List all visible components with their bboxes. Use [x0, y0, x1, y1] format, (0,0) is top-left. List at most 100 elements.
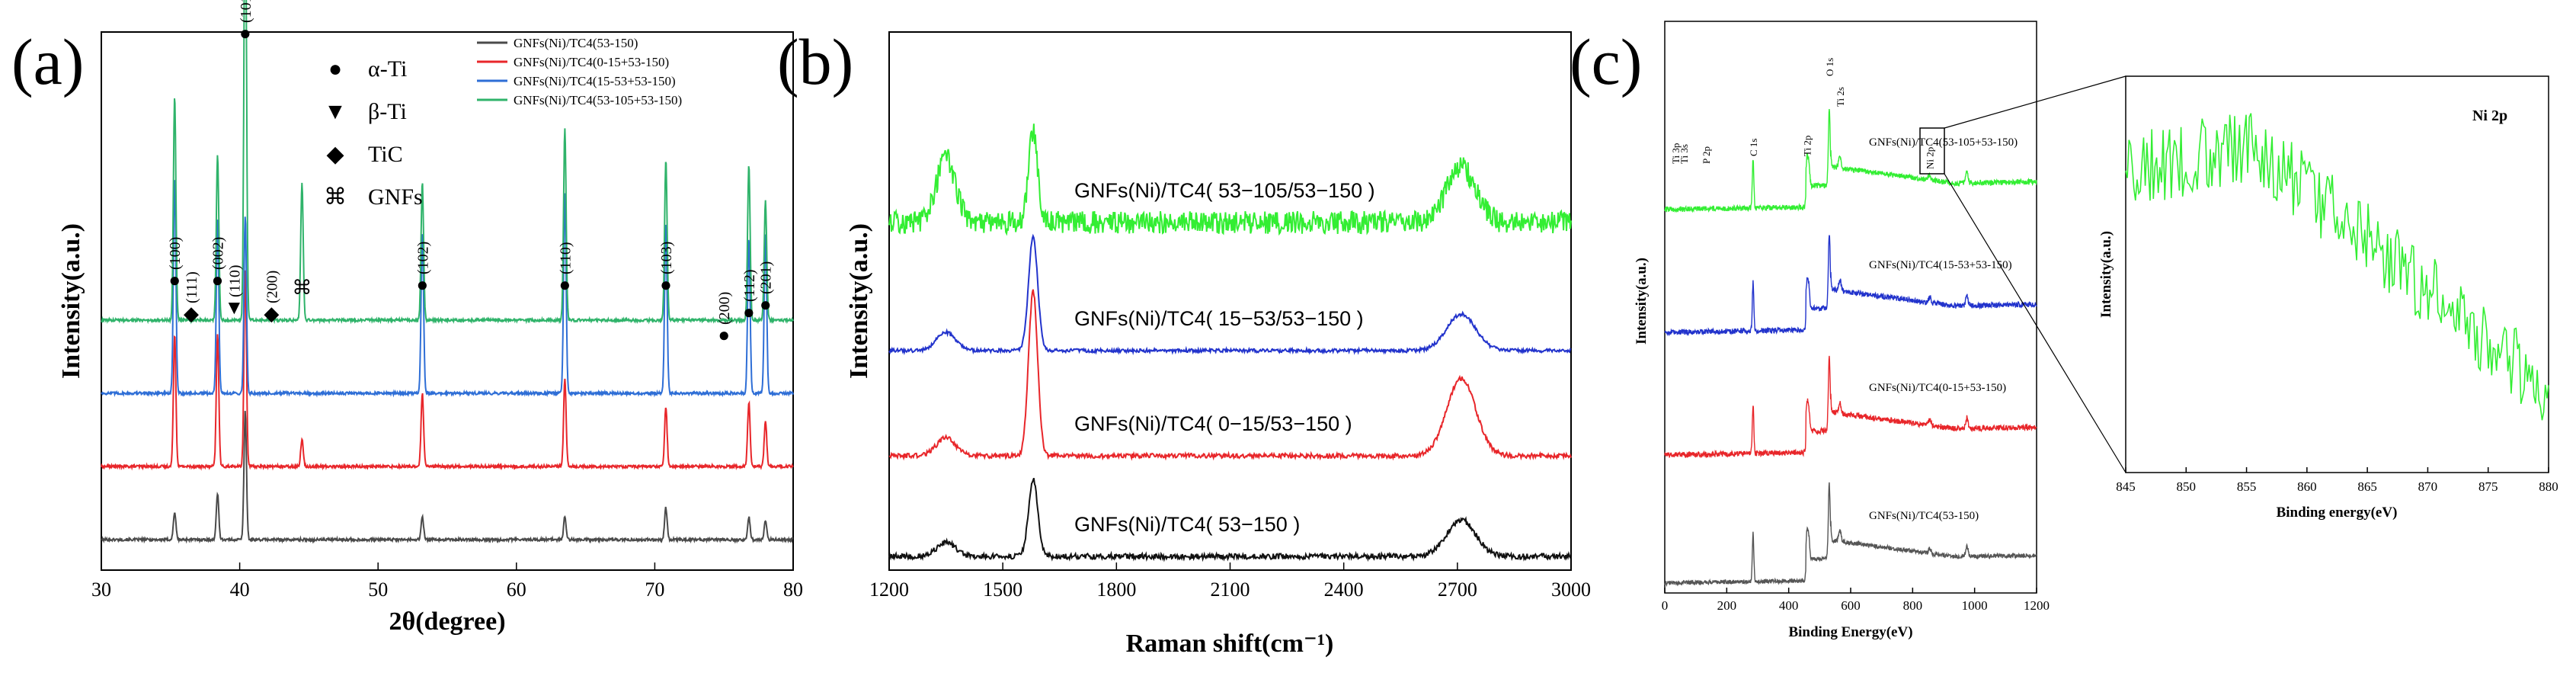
panel-a-tick-label-40: 40 [230, 578, 250, 601]
alpha-ti-marker-3: ● [212, 269, 224, 291]
panel-b-tick-label-2400: 2400 [1324, 578, 1364, 601]
panel-c-tick-label-600: 600 [1841, 598, 1861, 613]
phase-legend-symbol-1: ● [328, 56, 342, 82]
sample-legend-label-1: GNFs(Ni)/TC4(53-150) [514, 36, 638, 50]
zoom-connector-bottom [1944, 173, 2126, 473]
alpha-ti-marker-10: ● [660, 274, 672, 296]
raman-line-4 [888, 123, 1572, 236]
panel-a-x-ticks: 30 40 50 60 70 80 [91, 562, 803, 601]
panel-c-letter: (c) [1570, 25, 1642, 98]
ni2p-inset-tick-label-870: 870 [2418, 479, 2438, 494]
panel-a-tick-label-30: 30 [91, 578, 111, 601]
panel-b-letter: (b) [777, 25, 853, 98]
peak-hkl-label-4: (110) [226, 264, 243, 297]
panel-a-x-title: 2θ(degree) [389, 607, 505, 636]
ni2p-inset-tick-label-865: 865 [2357, 479, 2377, 494]
alpha-ti-marker-5: ● [239, 22, 251, 44]
gnfs-marker-7: ⌘ [292, 277, 312, 299]
xps-series-label-4: GNFs(Ni)/TC4(53-105+53-150) [1869, 136, 2018, 149]
peak-hkl-label-13: (201) [758, 261, 775, 294]
tic-marker-6: ◆ [264, 303, 279, 325]
alpha-ti-marker-12: ● [743, 301, 755, 323]
ni2p-inset-tick-label-850: 850 [2177, 479, 2197, 494]
peak-hkl-label-6: (200) [264, 271, 280, 303]
beta-ti-marker-4: ▼ [224, 296, 244, 319]
peak-hkl-label-10: (103) [658, 242, 675, 274]
panel-c-tick-label-800: 800 [1903, 598, 1923, 613]
panel-b-tick-label-1200: 1200 [869, 578, 909, 601]
xrd-line-1 [101, 411, 794, 544]
alpha-ti-marker-9: ● [559, 274, 571, 296]
panel-c-x-title: Binding Energy(eV) [1788, 624, 1912, 640]
ni2p-inset-x-ticks: 845 850 855 860 865 870 875 880 [2116, 467, 2558, 494]
sample-legend-label-2: GNFs(Ni)/TC4(0-15+53-150) [514, 55, 669, 69]
xps-peak-label-3: P 2p [1701, 146, 1712, 164]
panel-a-tick-label-70: 70 [645, 578, 664, 601]
xps-line-3 [1664, 235, 2037, 337]
zoom-connector-top [1944, 75, 2126, 129]
ni2p-zoom-box [1919, 127, 1945, 175]
peak-hkl-label-9: (110) [557, 242, 574, 274]
panel-b-x-ticks: 1200 1500 1800 2100 2400 2700 3000 [869, 562, 1591, 601]
peak-hkl-label-12: (112) [741, 269, 758, 302]
peak-hkl-label-1: (100) [167, 237, 184, 270]
panel-a-series [101, 0, 794, 544]
panel-b-tick-label-1800: 1800 [1096, 578, 1136, 601]
phase-legend-symbol-4: ⌘ [324, 184, 347, 210]
panel-c-series [1664, 109, 2037, 588]
xps-peak-label-8: Ni 2p [1925, 147, 1936, 169]
alpha-ti-marker-1: ● [168, 269, 181, 291]
panel-c-x-ticks: 0 200 400 600 800 1000 1200 [1662, 588, 2050, 613]
alpha-ti-marker-13: ● [760, 293, 772, 316]
panel-a-xrd: (a) 30 40 50 60 70 80 ●(100)◆(111) ●(002)▼(110… [11, 0, 803, 636]
panel-a-letter: (a) [11, 25, 84, 98]
xps-line-1 [1664, 482, 2037, 588]
panel-c-y-title: Intensity(a.u.) [1634, 258, 1650, 345]
panel-b-x-title: Raman shift(cm⁻¹) [1126, 630, 1334, 658]
panel-a-y-title: Intensity(a.u.) [57, 223, 85, 379]
ni2p-inset-frame [2125, 75, 2549, 473]
xrd-line-2 [101, 270, 794, 471]
ni2p-inset-title: Ni 2p [2472, 107, 2507, 124]
ni2p-line-1 [2125, 113, 2549, 421]
panel-b-y-title: Intensity(a.u.) [845, 223, 873, 379]
panel-a-sample-legend: GNFs(Ni)/TC4(53-150) GNFs(Ni)/TC4(0-15+53… [477, 36, 682, 107]
sample-legend-label-4: GNFs(Ni)/TC4(53-105+53-150) [514, 93, 682, 107]
panel-c-tick-label-400: 400 [1779, 598, 1799, 613]
alpha-ti-marker-8: ● [416, 274, 428, 296]
panel-c-tick-label-1200: 1200 [2024, 598, 2050, 613]
raman-line-2 [888, 289, 1572, 461]
phase-legend-symbol-2: ▼ [324, 99, 347, 124]
panel-a-tick-label-50: 50 [368, 578, 388, 601]
panel-b-tick-label-2700: 2700 [1438, 578, 1477, 601]
phase-legend-label-1: α-Ti [368, 56, 407, 82]
xps-peak-label-4: C 1s [1748, 139, 1759, 156]
panel-b-tick-label-1500: 1500 [983, 578, 1022, 601]
phase-legend-symbol-3: ◆ [326, 142, 344, 167]
raman-line-3 [888, 233, 1572, 356]
panel-b-series-labels: GNFs(Ni)/TC4( 53−150 ) GNFs(Ni)/TC4( 0−15… [1074, 179, 1375, 536]
xps-peak-label-5: Ti 2p [1802, 136, 1813, 156]
phase-legend-label-4: GNFs [368, 184, 423, 210]
panel-b-tick-label-3000: 3000 [1551, 578, 1591, 601]
ni2p-inset-x-title: Binding energy(eV) [2277, 505, 2398, 521]
panel-a-phase-legend: ● α-Ti ▼ β-Ti ◆ TiC ⌘ GNFs [324, 56, 423, 210]
xps-peak-label-2: Ti 3s [1678, 144, 1690, 164]
peak-hkl-label-3: (002) [210, 237, 227, 270]
phase-legend-label-3: TiC [368, 142, 403, 167]
xps-peak-label-7: O 1s [1824, 58, 1835, 76]
xps-series-label-1: GNFs(Ni)/TC4(53-150) [1869, 510, 1979, 522]
raman-series-label-3: GNFs(Ni)/TC4( 15−53/53−150 ) [1074, 307, 1364, 330]
tic-marker-2: ◆ [184, 303, 199, 325]
panel-b-plot-frame [888, 31, 1572, 571]
panel-c-tick-label-0: 0 [1662, 598, 1669, 613]
panel-c-series-labels: GNFs(Ni)/TC4(53-150) GNFs(Ni)/TC4(0-15+53… [1869, 136, 2018, 522]
ni2p-inset-tick-label-845: 845 [2116, 479, 2136, 494]
xps-series-label-2: GNFs(Ni)/TC4(0-15+53-150) [1869, 382, 2006, 394]
panel-a-plot-frame [101, 31, 794, 571]
panel-a-tick-label-60: 60 [507, 578, 526, 601]
panel-b-series [888, 123, 1572, 562]
